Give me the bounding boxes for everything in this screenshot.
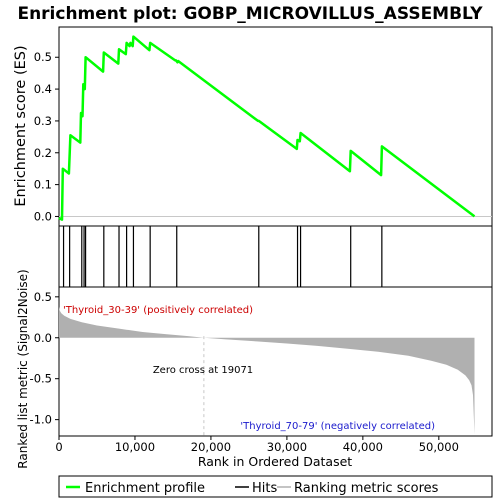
hits-panel-frame — [58, 225, 493, 288]
x-axis-label: Rank in Ordered Dataset — [198, 454, 352, 469]
es-y-tick-label: 0.3 — [34, 114, 52, 128]
es-y-tick-label: 0.1 — [34, 178, 52, 192]
x-tick-label: 30,000 — [267, 440, 307, 454]
metric-panel: 0.5 0.0 -0.5 -1.0 Zero cross at 19071 'Thyr… — [16, 269, 493, 469]
es-y-tick-label: 0.0 — [34, 209, 52, 223]
metric-y-tick-label: -1.0 — [30, 413, 52, 427]
x-tick-label: 10,000 — [115, 440, 155, 454]
metric-y-ticks: 0.5 0.0 -0.5 -1.0 — [30, 290, 59, 427]
legend-metric-label: Ranking metric scores — [294, 481, 439, 496]
x-tick-label: 0 — [55, 440, 62, 454]
zero-cross-label: Zero cross at 19071 — [153, 365, 253, 376]
legend: Enrichment profile Hits Ranking metric s… — [58, 475, 493, 498]
es-panel: 0.0 0.1 0.2 0.3 0.4 0.5 Enrichment score (ES) — [13, 26, 493, 227]
enrichment-profile-line — [58, 35, 476, 221]
hits-panel — [58, 225, 493, 288]
ranking-metric-area — [59, 306, 475, 435]
metric-y-tick-label: -0.5 — [30, 372, 52, 386]
x-tick-label: 50,000 — [419, 440, 459, 454]
negative-class-label: 'Thyroid_70-79' (negatively correlated) — [240, 421, 435, 432]
legend-enrichment-label: Enrichment profile — [85, 481, 205, 496]
metric-y-tick-label: 0.5 — [34, 290, 52, 304]
positive-class-label: 'Thyroid_30-39' (positively correlated) — [63, 305, 253, 316]
x-axis: 0 10,000 20,000 30,000 40,000 50,000 — [55, 436, 459, 454]
es-y-tick-label: 0.4 — [34, 82, 52, 96]
x-tick-label: 40,000 — [343, 440, 383, 454]
chart-title: Enrichment plot: GOBP_MICROVILLUS_ASSEMB… — [17, 4, 483, 24]
legend-frame — [58, 475, 493, 498]
x-tick-label: 20,000 — [191, 440, 231, 454]
legend-hits-label: Hits — [252, 481, 277, 496]
es-y-axis-label: Enrichment score (ES) — [13, 45, 29, 206]
metric-y-tick-label: 0.0 — [34, 331, 52, 345]
es-y-tick-label: 0.2 — [34, 146, 52, 160]
es-y-ticks: 0.0 0.1 0.2 0.3 0.4 0.5 — [34, 50, 59, 223]
es-y-tick-label: 0.5 — [34, 50, 52, 64]
hits-marks — [62, 226, 383, 287]
es-panel-frame — [58, 26, 493, 227]
metric-y-axis-label: Ranked list metric (Signal2Noise) — [16, 269, 30, 468]
metric-panel-frame — [58, 286, 493, 437]
